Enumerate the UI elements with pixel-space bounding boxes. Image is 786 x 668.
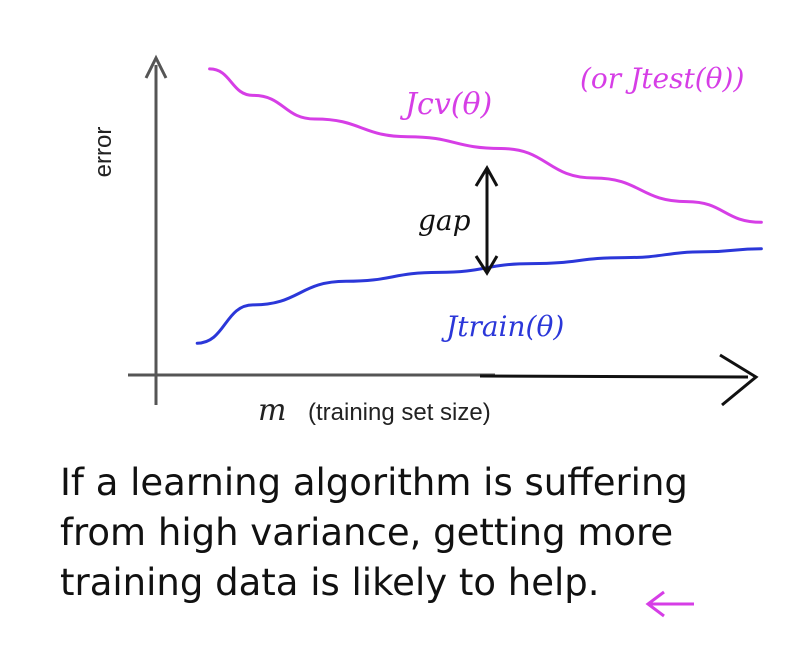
series-line-jtrain bbox=[195, 247, 763, 345]
gap-arrow-top-head bbox=[474, 165, 499, 187]
y-axis-arrowhead bbox=[144, 54, 168, 79]
caption-pointer-arrow-icon bbox=[645, 590, 694, 618]
x-axis-label-text: (training set size) bbox=[308, 399, 491, 426]
caption: If a learning algorithm is suffering fro… bbox=[60, 458, 760, 608]
caption-line-3: training data is likely to help. bbox=[60, 561, 600, 604]
jcv-label: Jcv(θ) bbox=[399, 87, 492, 122]
caption-line-1: If a learning algorithm is suffering bbox=[60, 461, 688, 504]
x-axis-label-symbol: m bbox=[258, 393, 286, 428]
gap-arrow-bottom-head bbox=[474, 255, 499, 276]
jtrain-label: Jtrain(θ) bbox=[441, 310, 564, 343]
caption-line-2: from high variance, getting more bbox=[60, 511, 674, 554]
gap-label: gap bbox=[418, 204, 471, 237]
y-axis-label: error bbox=[90, 127, 117, 178]
series-line-jcv bbox=[208, 67, 763, 224]
x-axis-extension bbox=[479, 374, 749, 379]
x-axis-arrowhead bbox=[719, 353, 759, 407]
jtest-label: (or Jtest(θ)) bbox=[580, 62, 744, 95]
